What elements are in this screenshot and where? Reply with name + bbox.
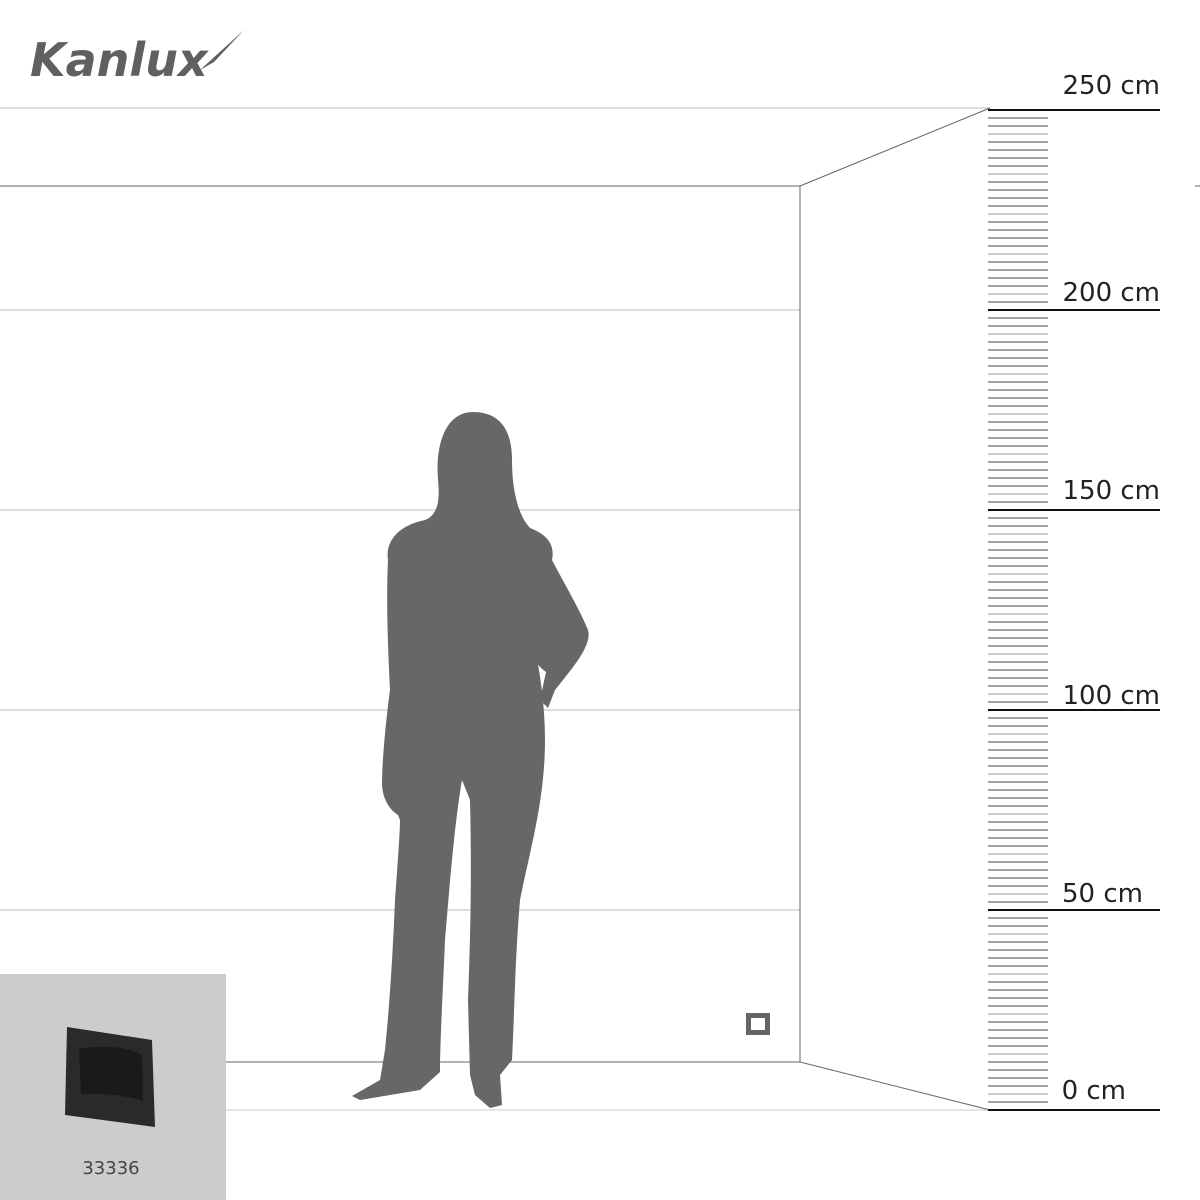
product-location-marker-inner — [751, 1018, 765, 1030]
woman-silhouette — [352, 412, 589, 1108]
product-code: 33336 — [82, 1158, 139, 1179]
scale-label-150: 150 cm — [1062, 476, 1160, 506]
product-lens — [79, 1046, 143, 1101]
kanlux-logo: Kanlux — [30, 33, 209, 87]
scale-label-250: 250 cm — [1062, 71, 1160, 101]
scale-label-100: 100 cm — [1062, 681, 1160, 711]
scale-label-200: 200 cm — [1062, 278, 1160, 308]
product-thumbnail: 33336 — [0, 974, 226, 1200]
scale-labels: 250 cm 200 cm 150 cm 100 cm 50 cm 0 cm — [1062, 71, 1160, 1106]
scale-ticks — [988, 117, 1048, 1103]
logo-swoosh-icon — [200, 30, 244, 70]
scale-major-lines — [988, 109, 1160, 1111]
room-lines — [0, 107, 1200, 1111]
scale-label-50: 50 cm — [1062, 879, 1143, 909]
scale-label-0: 0 cm — [1062, 1076, 1126, 1106]
